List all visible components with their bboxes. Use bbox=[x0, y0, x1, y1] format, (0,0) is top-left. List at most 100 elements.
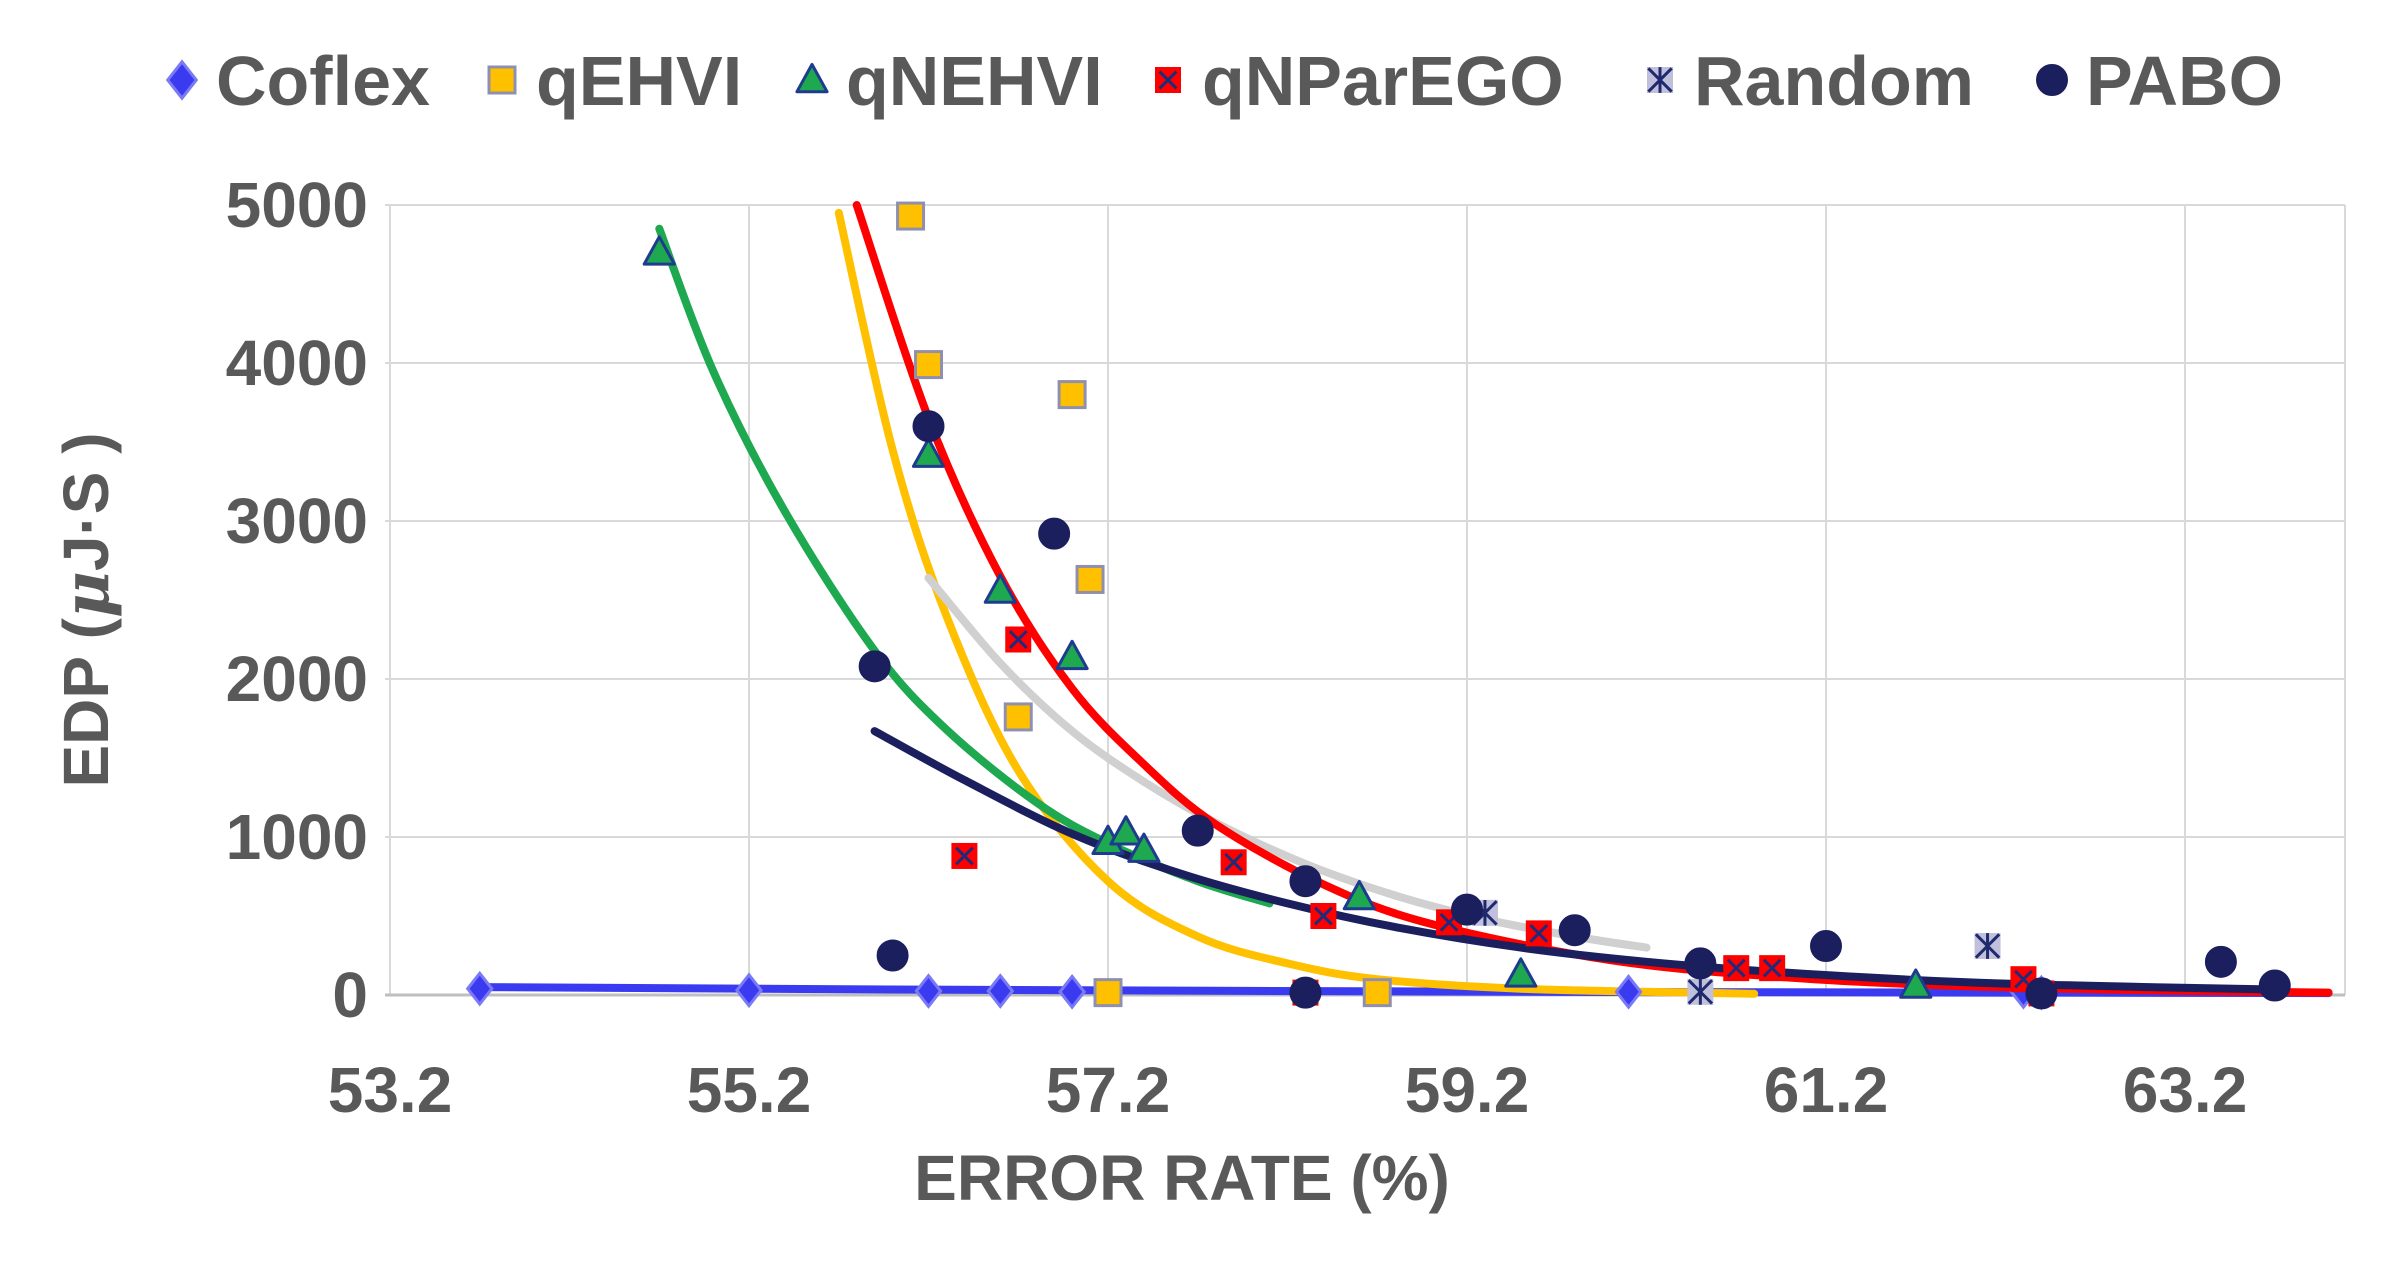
qehvi-point bbox=[1362, 978, 1392, 1008]
legend-item-coflex: Coflex bbox=[165, 42, 430, 120]
qehvi-point bbox=[1075, 564, 1105, 594]
qnparego-point bbox=[1220, 849, 1247, 876]
legend: Coflex qEHVI qNEHVI qNParEGO Random PABO bbox=[165, 42, 2283, 120]
qnparego-point bbox=[1759, 955, 1786, 982]
y-tick-label: 0 bbox=[332, 959, 368, 1031]
pabo-point bbox=[1451, 893, 1483, 926]
legend-label: PABO bbox=[2086, 42, 2283, 120]
qnparego-point bbox=[951, 842, 978, 869]
legend-label: qNEHVI bbox=[846, 42, 1103, 120]
marker-asterisk bbox=[1974, 933, 2001, 959]
pabo-point bbox=[1289, 976, 1322, 1009]
marker-cross bbox=[1008, 630, 1028, 649]
pabo-point bbox=[2025, 977, 2058, 1010]
marker-cross bbox=[1529, 923, 1549, 943]
pabo-series bbox=[858, 410, 2291, 1010]
qehvi-point bbox=[914, 350, 943, 380]
legend-item-qnparego: qNParEGO bbox=[1155, 42, 1564, 120]
y-tick-label: 2000 bbox=[226, 643, 368, 715]
qnparego-point bbox=[1310, 903, 1337, 929]
y-tick-label: 5000 bbox=[226, 169, 368, 241]
qnehvi-point bbox=[1342, 879, 1376, 911]
coflex-series bbox=[465, 970, 2056, 1011]
coflex-point bbox=[1614, 974, 1643, 1010]
qehvi-point bbox=[1003, 702, 1033, 732]
legend-item-random: Random bbox=[1647, 42, 1974, 120]
qehvi-point bbox=[1057, 380, 1087, 410]
x-axis-title: ERROR RATE (%) bbox=[914, 1142, 1450, 1214]
legend-marker bbox=[165, 59, 199, 101]
pabo-point bbox=[1289, 865, 1322, 898]
marker-cross bbox=[1726, 958, 1746, 978]
x-tick-label: 59.2 bbox=[1405, 1054, 1530, 1126]
qnehvi-point bbox=[983, 573, 1017, 604]
legend-item-pabo: PABO bbox=[2036, 42, 2283, 120]
qnehvi-point bbox=[1127, 832, 1161, 863]
pabo-point bbox=[1038, 517, 1071, 550]
qehvi-point bbox=[1093, 978, 1123, 1008]
legend-label: Random bbox=[1694, 42, 1974, 120]
legend-marker bbox=[1155, 67, 1181, 93]
qnehvi-point bbox=[911, 437, 946, 468]
marker-cross bbox=[1158, 70, 1178, 90]
qnehvi-point bbox=[1899, 968, 1933, 999]
coflex-point bbox=[914, 973, 943, 1009]
x-tick-label: 63.2 bbox=[2123, 1054, 2248, 1126]
pabo-point bbox=[912, 410, 945, 443]
pabo-point bbox=[1558, 914, 1591, 947]
qnparego-series bbox=[951, 626, 2055, 1007]
legend-label: Coflex bbox=[216, 42, 430, 120]
marker-cross bbox=[1314, 906, 1333, 926]
y-axis-title-prefix: EDP ( bbox=[50, 617, 122, 787]
pabo-point bbox=[1181, 814, 1214, 847]
marker-cross bbox=[1762, 958, 1782, 978]
y-axis-title: EDP (μJ·S ) bbox=[49, 432, 124, 787]
qehvi-trendline bbox=[834, 208, 1759, 998]
legend-item-qnehvi: qNEHVI bbox=[795, 42, 1103, 120]
random-point bbox=[1687, 978, 1714, 1005]
x-tick-label: 55.2 bbox=[687, 1054, 812, 1126]
coflex-point bbox=[986, 973, 1015, 1009]
pabo-point bbox=[858, 650, 891, 683]
qnparego-point bbox=[1723, 955, 1750, 982]
marker-cross bbox=[955, 846, 974, 866]
pabo-point bbox=[2204, 945, 2237, 978]
qnehvi-point bbox=[1055, 639, 1089, 671]
qnparego-point bbox=[1525, 920, 1552, 947]
tick-labels: 0 1000 2000 3000 4000 5000 53.2 55.2 57.2 59.2 61.… bbox=[226, 169, 2248, 1126]
legend-marker bbox=[1647, 67, 1673, 93]
qnparego-point bbox=[1005, 626, 1032, 653]
qnehvi-point bbox=[1109, 815, 1143, 846]
qnehvi-point bbox=[642, 235, 676, 266]
random-point bbox=[1974, 933, 2001, 960]
legend-item-qehvi: qEHVI bbox=[487, 42, 742, 120]
pabo-point bbox=[1810, 930, 1842, 963]
marker-cross bbox=[1224, 852, 1244, 872]
y-tick-label: 1000 bbox=[226, 801, 368, 873]
qnehvi-point bbox=[1504, 957, 1538, 988]
coflex-point bbox=[1058, 974, 1087, 1010]
y-axis-title-suffix: J·S ) bbox=[50, 432, 122, 571]
legend-marker bbox=[795, 62, 829, 94]
qnehvi-series bbox=[642, 235, 1933, 999]
legend-marker bbox=[2036, 64, 2068, 96]
marker-asterisk bbox=[1647, 67, 1673, 93]
data-points bbox=[465, 201, 2291, 1011]
x-tick-label: 53.2 bbox=[328, 1054, 453, 1126]
legend-marker bbox=[487, 65, 517, 95]
y-axis-title-mu: μ bbox=[49, 571, 124, 618]
qehvi-point bbox=[896, 201, 926, 231]
gridlines bbox=[385, 204, 2346, 995]
y-tick-label: 3000 bbox=[226, 485, 368, 557]
random-trendline bbox=[924, 573, 1651, 952]
pabo-point bbox=[2258, 969, 2291, 1002]
legend-label: qNParEGO bbox=[1202, 42, 1564, 120]
coflex-point bbox=[465, 970, 494, 1007]
coflex-point bbox=[734, 972, 764, 1009]
qnparego-trendline bbox=[852, 201, 2333, 997]
qehvi-series bbox=[896, 201, 1392, 1008]
marker-asterisk bbox=[1687, 978, 1714, 1005]
x-tick-label: 61.2 bbox=[1764, 1054, 1889, 1126]
legend-label: qEHVI bbox=[536, 42, 742, 120]
